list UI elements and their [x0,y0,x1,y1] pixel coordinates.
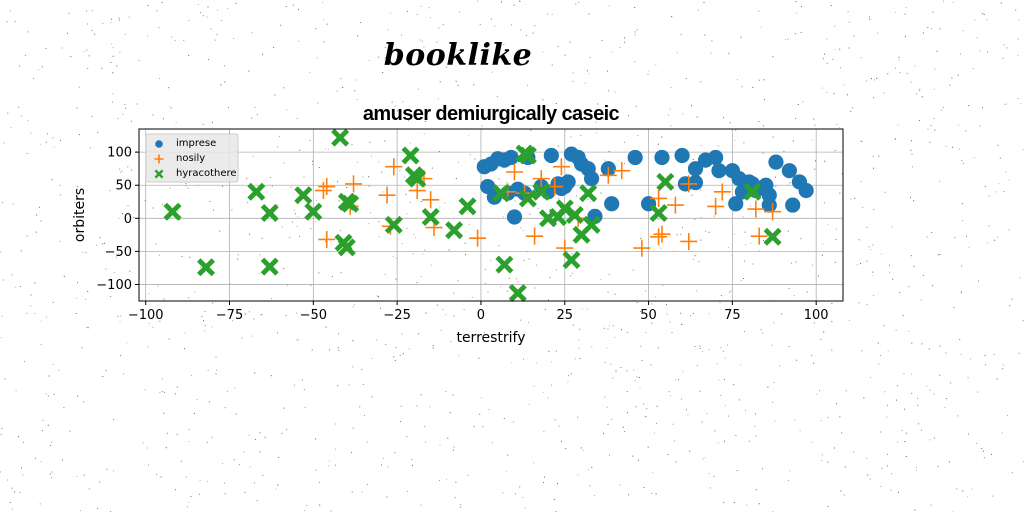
legend-marker-imprese [155,140,163,148]
data-marks [164,129,814,303]
imprese-point [762,188,777,203]
x-tick-label: 0 [477,308,485,323]
nosily-point [318,231,335,248]
nosily-point [613,162,630,179]
hyracothere-point [261,258,279,276]
x-tick-label: −100 [128,308,164,323]
imprese-point [768,154,783,169]
nosily-point [379,187,396,204]
hyracothere-point [294,186,312,204]
hyracothere-point [495,256,513,274]
imprese-point [785,197,800,212]
y-tick-label: 100 [107,146,132,161]
nosily-point [318,178,335,195]
x-axis-label: terrestrify [456,330,525,346]
hyracothere-point [197,258,215,276]
legend: imprese nosily hyracothere [146,134,238,182]
hyracothere-point [422,208,440,226]
hyracothere-point [579,184,597,202]
hyracothere-point [656,173,674,191]
nosily-point [653,226,670,243]
nosily-point [714,183,731,200]
hyracothere-point [445,221,463,239]
nosily-point [667,197,684,214]
x-axis-ticks: −100 −75 −50 −25 0 25 50 75 100 [128,301,829,323]
plot-area-frame [139,129,843,301]
legend-label-hyracothere: hyracothere [176,168,237,179]
x-tick-label: −25 [383,308,410,323]
legend-label-nosily: nosily [176,153,205,164]
nosily-point [680,233,697,250]
imprese-point [544,148,559,163]
x-tick-label: −75 [216,308,243,323]
chart-title: amuser demiurgically caseic [363,103,620,125]
imprese-point [654,150,669,165]
y-tick-label: 50 [115,179,132,194]
grid-lines [139,129,843,301]
hyracothere-point [563,251,581,269]
nosily-point [526,228,543,245]
nosily-point [345,175,362,192]
imprese-point [584,171,599,186]
y-tick-label: 0 [124,212,132,227]
series-nosily [315,158,781,256]
nosily-point [747,201,764,218]
imprese-point [711,163,726,178]
y-tick-label: −100 [96,278,132,293]
x-tick-label: 25 [556,308,573,323]
hyracothere-point [261,204,279,222]
x-tick-label: −50 [300,308,327,323]
imprese-point [799,183,814,198]
imprese-point [604,196,619,211]
imprese-point [688,175,703,190]
imprese-point [628,150,643,165]
nosily-point [385,158,402,175]
nosily-point [469,230,486,247]
imprese-point [507,209,522,224]
nosily-point [422,191,439,208]
x-tick-label: 50 [640,308,657,323]
x-tick-label: 100 [804,308,829,323]
imprese-point [504,150,519,165]
y-axis-label: orbiters [72,188,88,242]
legend-label-imprese: imprese [176,138,216,149]
hyracothere-point [331,129,349,147]
imprese-point [708,150,723,165]
y-tick-label: −50 [105,245,132,260]
x-tick-label: 75 [724,308,741,323]
y-axis-ticks: −100 −50 0 50 100 [96,146,139,293]
nosily-point [707,198,724,215]
hyracothere-point [459,197,477,215]
hyracothere-point [402,147,420,165]
nosily-point [633,240,650,257]
imprese-point [674,148,689,163]
nosily-point [650,228,667,245]
hyracothere-point [509,284,527,302]
nosily-point [315,182,332,199]
